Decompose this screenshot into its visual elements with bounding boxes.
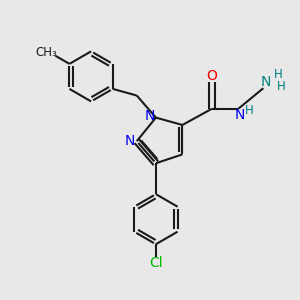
Text: N: N <box>125 134 136 148</box>
Text: H: H <box>245 104 254 117</box>
Text: O: O <box>206 69 217 83</box>
Text: Cl: Cl <box>149 256 163 270</box>
Text: H: H <box>277 80 286 93</box>
Text: N: N <box>235 108 245 122</box>
Text: H: H <box>274 68 283 81</box>
Text: N: N <box>261 75 272 89</box>
Text: CH₃: CH₃ <box>36 46 57 59</box>
Text: N: N <box>144 109 154 123</box>
